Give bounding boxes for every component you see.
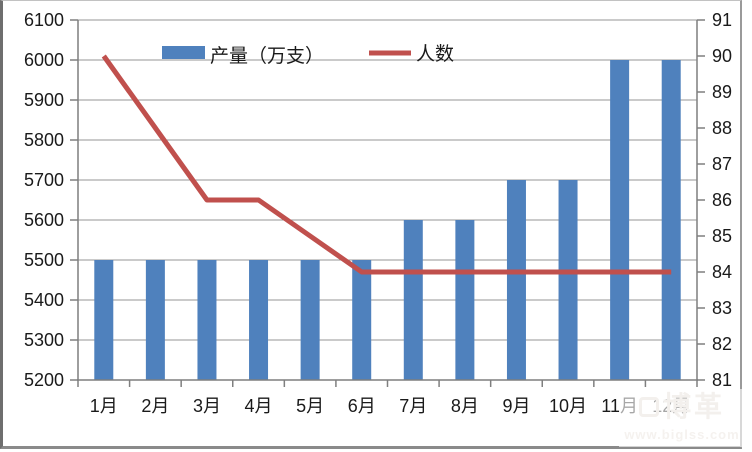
legend-bar-label: 产量（万支） [210, 45, 324, 67]
right-axis-label: 88 [712, 118, 732, 138]
legend-bar-swatch [162, 46, 205, 59]
x-axis-label: 6月 [348, 396, 376, 416]
left-axis-label: 5200 [24, 370, 64, 390]
left-axis-label: 5900 [24, 90, 64, 110]
left-axis-label: 6000 [24, 50, 64, 70]
left-axis-label: 5700 [24, 170, 64, 190]
x-axis-label: 12月 [652, 396, 690, 416]
bar-2月 [145, 260, 165, 380]
x-axis-label: 2月 [141, 396, 169, 416]
bar-10月 [558, 180, 578, 380]
bar-9月 [506, 180, 526, 380]
x-axis-label: 7月 [399, 396, 427, 416]
bar-5月 [300, 260, 320, 380]
bar-8月 [455, 220, 475, 380]
right-axis-label: 83 [712, 298, 732, 318]
right-axis-label: 85 [712, 226, 732, 246]
left-axis-label: 5800 [24, 130, 64, 150]
x-axis-label: 10月 [549, 396, 587, 416]
right-axis-label: 86 [712, 190, 732, 210]
right-axis-label: 82 [712, 334, 732, 354]
left-axis-label: 6100 [24, 10, 64, 30]
line-series [101, 54, 672, 275]
right-axis-label: 89 [712, 82, 732, 102]
left-axis-label: 5500 [24, 250, 64, 270]
x-axis-label: 11月 [601, 396, 638, 416]
left-axis-label: 5300 [24, 330, 64, 350]
left-axis-label: 5600 [24, 210, 64, 230]
right-axis-label: 87 [712, 154, 732, 174]
bar-4月 [249, 260, 269, 380]
left-axis-label: 5400 [24, 290, 64, 310]
bar-11月 [610, 60, 630, 380]
x-axis-label: 9月 [502, 396, 530, 416]
legend-line-label: 人数 [416, 43, 454, 65]
bar-7月 [403, 220, 423, 380]
right-axis-label: 91 [712, 10, 732, 30]
bar-1月 [94, 260, 114, 380]
combo-chart: 5200 5300 5400 5500 5600 5700 5800 5900 6000 6100… [24, 10, 732, 416]
right-axis-label: 81 [712, 370, 732, 390]
x-axis-label: 1月 [90, 396, 118, 416]
right-axis-label: 84 [712, 262, 732, 282]
bar-3月 [197, 260, 217, 380]
x-axis-label: 3月 [193, 396, 221, 416]
bar-6月 [352, 260, 372, 380]
x-axis-label: 8月 [451, 396, 479, 416]
x-axis-label: 5月 [296, 396, 324, 416]
x-axis-label: 4月 [245, 396, 273, 416]
right-axis-label: 90 [712, 46, 732, 66]
bar-12月 [661, 60, 681, 380]
